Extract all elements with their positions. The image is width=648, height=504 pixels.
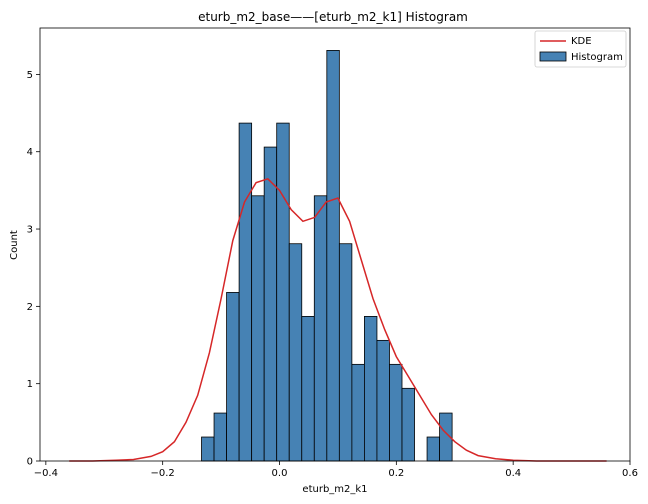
x-axis-label: eturb_m2_k1 bbox=[302, 484, 367, 495]
histogram-bar bbox=[351, 363, 365, 462]
x-tick-label: 0.4 bbox=[505, 468, 521, 479]
y-tick-label: 3 bbox=[27, 225, 33, 236]
histogram-bar bbox=[364, 316, 378, 462]
histogram-bar bbox=[326, 50, 340, 462]
histogram-bar bbox=[313, 195, 328, 462]
legend-histogram-swatch bbox=[539, 51, 567, 62]
y-tick-label: 1 bbox=[27, 379, 33, 390]
histogram-bar bbox=[201, 436, 215, 462]
x-tick-label: −0.4 bbox=[34, 468, 58, 479]
legend-histogram-label: Histogram bbox=[571, 52, 623, 63]
histogram-bar bbox=[238, 122, 253, 462]
x-tick-label: −0.2 bbox=[151, 468, 175, 479]
y-tick-label: 2 bbox=[27, 302, 33, 313]
histogram-bar bbox=[338, 243, 353, 462]
histogram-bar bbox=[226, 292, 240, 462]
histogram-bar bbox=[288, 243, 303, 462]
y-axis-ticks: 0 1 2 3 4 5 bbox=[27, 70, 40, 468]
histogram-bar bbox=[301, 316, 315, 462]
plot-frame bbox=[39, 27, 631, 462]
histogram-bar bbox=[376, 339, 390, 462]
x-tick-label: 0.6 bbox=[622, 468, 638, 479]
kde-line bbox=[69, 177, 607, 462]
histogram-bar bbox=[426, 436, 440, 462]
y-tick-label: 0 bbox=[27, 457, 33, 468]
histogram-bar bbox=[213, 412, 227, 462]
legend: KDE Histogram bbox=[534, 30, 627, 68]
x-tick-label: 0.2 bbox=[388, 468, 404, 479]
x-axis-ticks: −0.4 −0.2 0.0 0.2 0.4 0.6 bbox=[34, 461, 638, 479]
histogram-bar bbox=[401, 387, 415, 462]
y-tick-label: 4 bbox=[27, 147, 33, 158]
legend-kde-label: KDE bbox=[571, 36, 592, 47]
kde-layer bbox=[69, 177, 607, 462]
histogram-bar bbox=[251, 195, 265, 462]
histogram-bar bbox=[263, 146, 278, 462]
histogram-bar bbox=[389, 363, 403, 462]
y-tick-label: 5 bbox=[27, 70, 33, 81]
x-tick-label: 0.0 bbox=[272, 468, 288, 479]
chart-title: eturb_m2_base——[eturb_m2_k1] Histogram bbox=[198, 10, 468, 24]
y-axis-label: Count bbox=[9, 230, 20, 260]
histogram-bar bbox=[276, 122, 290, 462]
histogram-bars bbox=[201, 50, 453, 462]
